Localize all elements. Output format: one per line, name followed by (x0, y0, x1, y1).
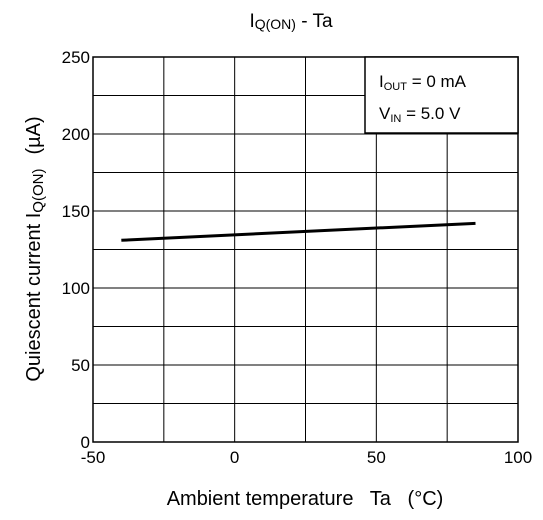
x-tick-label: 50 (367, 448, 386, 467)
series-line (121, 221, 476, 242)
y-tick-label: 200 (62, 125, 90, 144)
x-tick-label: 0 (230, 448, 239, 467)
chart-title: IQ(ON) - Ta (249, 11, 333, 32)
x-tick-labels: -50 0 50 100 (81, 448, 532, 467)
condition-iout: IOUT = 0 mA (379, 72, 467, 93)
y-tick-label: 150 (62, 202, 90, 221)
y-tick-label: 250 (62, 48, 90, 67)
y-axis-label: Quiescent current IQ(ON) (µA) (23, 116, 47, 381)
y-tick-label: 50 (71, 356, 90, 375)
y-axis-label-sub: Q(ON) (30, 169, 47, 213)
y-tick-label: 100 (62, 279, 90, 298)
y-tick-labels: 0 50 100 150 200 250 (62, 48, 90, 452)
y-axis-label-main: Quiescent current I (23, 213, 45, 382)
series-layer (121, 221, 476, 242)
x-tick-label: 100 (504, 448, 532, 467)
x-axis-label: Ambient temperature Ta (°C) (167, 488, 444, 510)
x-tick-label: -50 (81, 448, 106, 467)
conditions-box: IOUT = 0 mA VIN = 5.0 V (364, 56, 519, 134)
condition-vin: VIN = 5.0 V (379, 104, 461, 125)
y-axis-label-unit: (µA) (23, 116, 45, 154)
y-tick-label: 0 (81, 433, 90, 452)
plot-frame (92, 56, 519, 443)
